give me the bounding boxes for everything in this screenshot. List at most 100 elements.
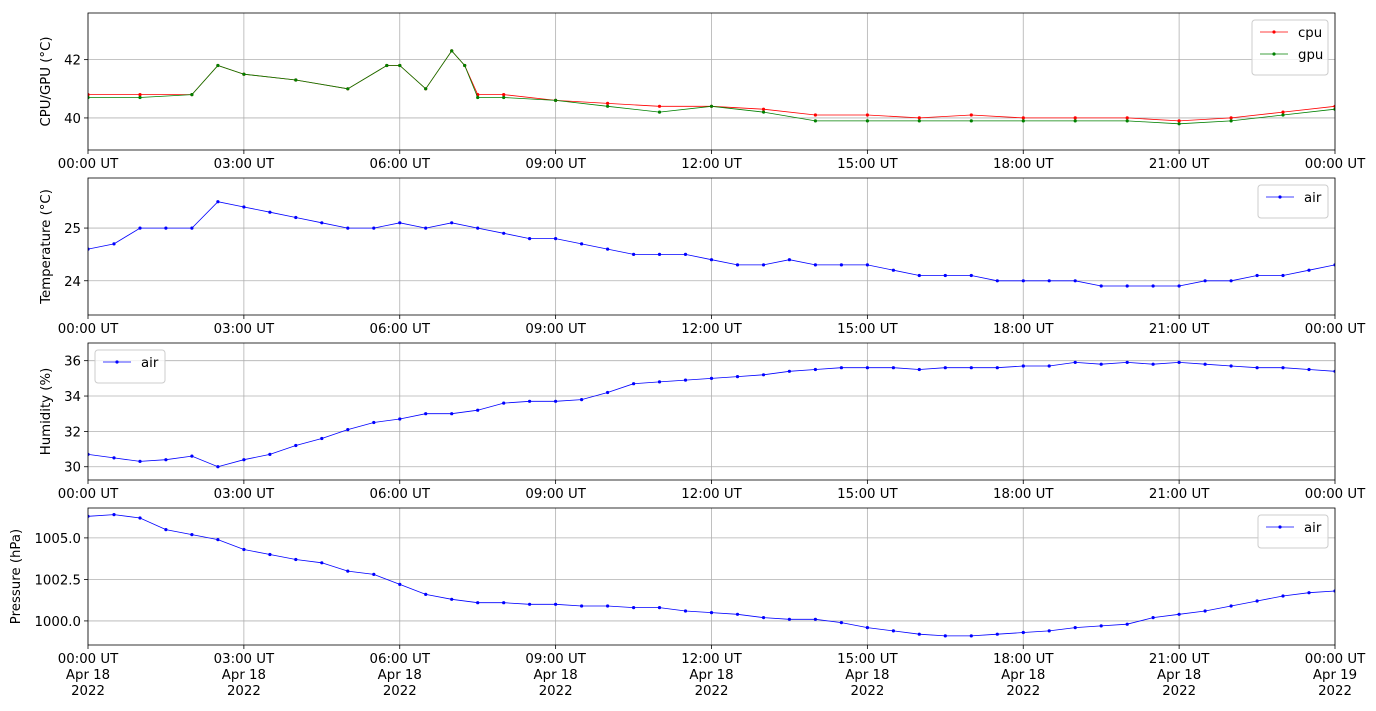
- x-tick-label: 18:00 UT Apr 18 2022: [993, 652, 1054, 699]
- x-tick-label-line: 06:00 UT: [370, 322, 431, 337]
- data-point: [112, 456, 116, 460]
- data-point: [1125, 116, 1129, 120]
- legend-marker: [115, 360, 119, 364]
- data-point: [761, 373, 766, 377]
- data-point: [761, 263, 766, 267]
- x-tick-label-line: 06:00 UT: [370, 652, 431, 667]
- y-tick-label: 34: [64, 390, 81, 405]
- data-point: [1073, 116, 1077, 120]
- legend-box: [94, 349, 166, 384]
- data-point: [398, 221, 402, 225]
- data-point: [216, 538, 220, 542]
- data-point: [1021, 116, 1025, 120]
- data-point: [606, 604, 610, 608]
- data-point: [1021, 630, 1025, 635]
- data-point: [657, 110, 662, 114]
- data-point: [528, 237, 532, 241]
- data-point: [1021, 279, 1025, 283]
- plot-frame: [87, 342, 1336, 481]
- x-tick-label-line: 12:00 UT: [681, 322, 742, 337]
- data-point: [839, 621, 844, 625]
- x-tick-label: 15:00 UT: [837, 157, 898, 172]
- x-tick-label-line: Apr 19: [1313, 668, 1357, 683]
- data-point: [242, 458, 246, 462]
- data-point: [761, 110, 766, 114]
- data-point: [112, 242, 116, 246]
- data-point: [1047, 279, 1051, 283]
- data-point: [242, 547, 246, 552]
- x-tick-label: 00:00 UT: [1305, 487, 1366, 502]
- data-point: [450, 597, 454, 601]
- data-point: [709, 376, 714, 380]
- x-tick-label-line: 00:00 UT: [58, 322, 119, 337]
- x-tick-label-line: 2022: [1318, 684, 1352, 699]
- series-air: [88, 360, 1335, 469]
- x-tick-label-line: 03:00 UT: [214, 157, 275, 172]
- data-point: [969, 273, 973, 278]
- data-point: [969, 119, 973, 123]
- data-point: [1099, 362, 1103, 366]
- data-point: [735, 612, 740, 616]
- x-tick-label-line: Apr 18: [1157, 668, 1201, 683]
- data-point: [502, 95, 506, 100]
- data-point: [1281, 110, 1285, 114]
- data-point: [346, 87, 350, 91]
- data-point: [216, 465, 220, 469]
- x-tick-label: 06:00 UT: [370, 322, 431, 337]
- x-tick-label-line: 12:00 UT: [681, 652, 742, 667]
- data-point: [580, 604, 584, 608]
- data-point: [216, 200, 220, 204]
- x-tick-label: 18:00 UT: [993, 487, 1054, 502]
- x-tick-label-line: 2022: [227, 684, 261, 699]
- y-tick-label: 30: [64, 461, 81, 476]
- data-point: [1151, 362, 1155, 366]
- data-point: [164, 226, 168, 230]
- x-tick-label: 06:00 UT Apr 18 2022: [370, 652, 431, 699]
- data-point: [1125, 360, 1129, 364]
- x-tick-label-line: 21:00 UT: [1149, 322, 1210, 337]
- data-point: [1307, 367, 1311, 372]
- data-point: [1125, 284, 1129, 288]
- data-point: [1229, 116, 1233, 120]
- data-point: [891, 366, 896, 370]
- x-tick-label: 00:00 UT Apr 19 2022: [1305, 652, 1366, 699]
- x-tick-label: 03:00 UT: [214, 487, 275, 502]
- y-tick-label: 1002.5: [34, 573, 81, 588]
- x-tick-label-line: 06:00 UT: [370, 157, 431, 172]
- series-air: [88, 513, 1335, 638]
- data-point: [657, 252, 662, 256]
- data-point: [943, 273, 947, 278]
- x-tick-label: 03:00 UT Apr 18 2022: [214, 652, 275, 699]
- legend-label-cpu: cpu: [1298, 26, 1322, 41]
- legend-label-gpu: gpu: [1298, 48, 1323, 63]
- data-point: [424, 592, 428, 597]
- data-point: [502, 601, 506, 605]
- data-point: [1229, 364, 1233, 368]
- data-point: [1177, 284, 1181, 288]
- panel-1: 00:00 UT 03:00 UT 06:00 UT 09:00 UT 12:00 UT…: [39, 12, 1366, 172]
- x-tick-label: 06:00 UT: [370, 487, 431, 502]
- data-point: [190, 226, 194, 230]
- data-point: [1073, 360, 1077, 364]
- panel-2: 00:00 UT 03:00 UT 06:00 UT 09:00 UT 12:00 UT…: [39, 177, 1366, 337]
- legend-label-air: air: [141, 356, 159, 371]
- data-point: [476, 408, 480, 412]
- legend: air: [1257, 184, 1329, 219]
- data-point: [554, 237, 558, 241]
- y-tick-label: 36: [64, 355, 81, 370]
- data-point: [632, 382, 636, 386]
- x-tick-label-line: 09:00 UT: [525, 322, 586, 337]
- y-tick-label: 25: [64, 222, 81, 237]
- data-point: [424, 412, 428, 416]
- data-point: [787, 258, 792, 262]
- data-point: [1099, 624, 1103, 628]
- y-tick-label: 42: [64, 54, 81, 69]
- data-point: [346, 226, 350, 230]
- legend-marker: [1278, 525, 1282, 529]
- legend-marker: [1272, 52, 1276, 56]
- data-point: [320, 221, 324, 225]
- data-point: [268, 210, 272, 214]
- panel-3: 00:00 UT 03:00 UT 06:00 UT 09:00 UT 12:00 UT…: [39, 342, 1366, 502]
- data-point: [164, 528, 168, 532]
- x-tick-label-line: 00:00 UT: [1305, 157, 1366, 172]
